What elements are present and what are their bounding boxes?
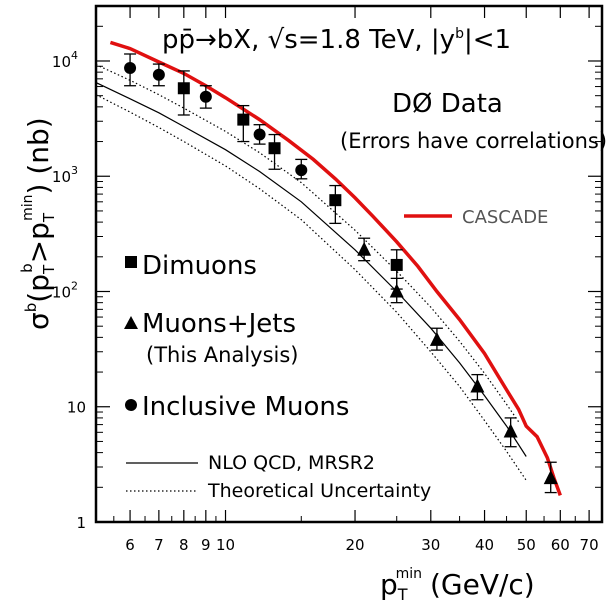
correlation-note: (Errors have correlations): [340, 129, 607, 153]
muons-jets-point: [470, 378, 485, 393]
curve-theoretical-uncertainty-upper-: [95, 64, 520, 423]
x-tick-label: 50: [517, 536, 536, 554]
data-points: [124, 53, 558, 494]
muons-jets-point: [429, 331, 444, 346]
x-tick-label: 60: [551, 536, 570, 554]
dimuons-point: [237, 113, 250, 126]
curve-cascade: [109, 40, 562, 497]
this-analysis-label: (This Analysis): [146, 343, 299, 367]
x-tick-label: 8: [179, 536, 189, 554]
uncertainty-legend-label: Theoretical Uncertainty: [207, 480, 431, 502]
y-tick-exponent: 3: [71, 164, 78, 177]
muons-jets-point: [543, 470, 558, 485]
muons-jets-legend-label: Muons+Jets: [142, 309, 296, 339]
dimuons-legend-marker: [125, 256, 137, 268]
inclusive-muons-point: [295, 164, 308, 177]
inclusive-muons-point: [152, 68, 165, 81]
y-tick-label: 1: [76, 514, 86, 532]
x-tick-label: 10: [216, 536, 235, 554]
curve-theoretical-uncertainty-lower-: [95, 94, 527, 481]
nlo-legend-label: NLO QCD, MRSR2: [208, 452, 375, 474]
x-tick-label: 9: [201, 536, 211, 554]
cascade-legend-label: CASCADE: [462, 207, 548, 228]
muons-jets-point: [357, 241, 372, 256]
x-tick-label: 7: [154, 536, 164, 554]
dimuons-legend-label: Dimuons: [142, 251, 257, 281]
inclusive-legend-label: Inclusive Muons: [142, 392, 349, 422]
inclusive-muons-point: [253, 128, 266, 141]
inclusive-legend-marker: [125, 399, 137, 411]
dimuons-point: [268, 142, 281, 155]
x-axis-label: pTmin (GeV/c): [380, 566, 535, 604]
inclusive-muons-point: [124, 61, 137, 74]
chart-title: pp̄→bX, √s=1.8 TeV, |yb|<1: [162, 25, 511, 55]
axis-ticks: 6 7 8 9 10 20 30 40 50 60 70 1 10 102 103 104: [52, 5, 602, 554]
y-tick-label: 102: [52, 279, 78, 301]
x-tick-label: 6: [125, 536, 135, 554]
y-axis-label: σb(pTb>pTmin) (nb): [18, 117, 58, 330]
y-tick-exponent: 2: [71, 279, 78, 292]
dimuons-point: [329, 194, 342, 207]
dimuons-point: [390, 258, 403, 271]
y-tick-label: 103: [52, 164, 78, 186]
experiment-label: DØ Data: [392, 89, 503, 119]
y-tick-exponent: 4: [71, 49, 78, 62]
dimuons-point: [177, 82, 190, 95]
y-tick-label: 104: [52, 49, 78, 71]
muons-jets-legend-marker: [124, 316, 138, 329]
plot-frame: [94, 4, 604, 524]
x-tick-label: 70: [580, 536, 599, 554]
muons-jets-point: [389, 283, 404, 298]
x-tick-label: 20: [345, 536, 364, 554]
muons-jets-point: [503, 423, 518, 438]
x-tick-label: 30: [421, 536, 440, 554]
x-tick-label: 40: [475, 536, 494, 554]
y-tick-label: 10: [67, 399, 86, 417]
inclusive-muons-point: [199, 90, 212, 103]
